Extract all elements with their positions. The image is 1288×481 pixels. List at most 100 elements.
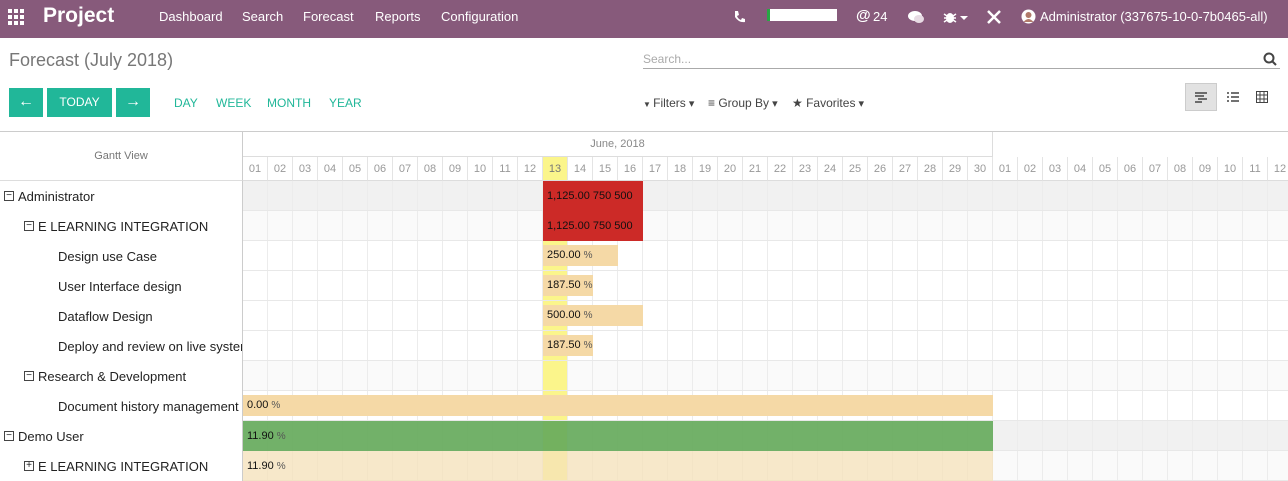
row-line: [0, 420, 1288, 421]
grid-line: [667, 181, 668, 481]
today-button[interactable]: TODAY: [47, 88, 112, 117]
search-icon[interactable]: [1263, 52, 1277, 66]
pivot-icon[interactable]: [1256, 91, 1268, 103]
day-header: 26: [868, 157, 893, 181]
grid-line: [1117, 181, 1118, 481]
menu-item[interactable]: Search: [242, 9, 284, 24]
row-label-cell: User Interface design: [0, 271, 243, 301]
search-placeholder[interactable]: Search...: [643, 52, 692, 66]
corner-cell: Gantt View: [0, 132, 243, 181]
option-label: Favorites: [806, 96, 856, 110]
grid-line: [942, 181, 943, 481]
grid-line: [1067, 181, 1068, 481]
avatar[interactable]: [1021, 9, 1036, 24]
gantt-bar[interactable]: 1,125.00 750 500: [543, 181, 643, 211]
row-band: [243, 211, 1288, 241]
scale-link[interactable]: WEEK: [216, 96, 252, 110]
grid-line: [442, 181, 443, 481]
bar-text: 500.00: [547, 309, 581, 321]
scale-link[interactable]: YEAR: [329, 96, 362, 110]
row-label: Deploy and review on live system: [58, 339, 243, 354]
search-option[interactable]: ▼ Filters ▾: [643, 96, 695, 110]
gantt-bar[interactable]: 250.00%: [543, 245, 618, 266]
day-header: 07: [393, 157, 418, 181]
grid-line: [1142, 181, 1143, 481]
menu-item[interactable]: Forecast: [303, 9, 354, 24]
expand-toggle[interactable]: +: [24, 461, 34, 471]
grid-line: [742, 181, 743, 481]
phone-icon[interactable]: [733, 10, 745, 24]
message-count[interactable]: 24: [873, 9, 888, 24]
menu-item[interactable]: Configuration: [441, 9, 519, 24]
day-header: 18: [668, 157, 693, 181]
row-label[interactable]: Administrator: [18, 189, 95, 204]
chat-icon[interactable]: [907, 10, 925, 24]
row-label[interactable]: Demo User: [18, 429, 84, 444]
grid-line: [817, 181, 818, 481]
grid-line: [792, 181, 793, 481]
row-line: [0, 270, 1288, 271]
gantt-bar[interactable]: 0.00%: [243, 395, 993, 416]
grid-line: [992, 181, 993, 481]
next-button[interactable]: →: [116, 88, 150, 117]
grid-line: [542, 181, 543, 481]
bar-text: 1,125.00 750 500: [547, 190, 633, 202]
grid-line: [592, 181, 593, 481]
grid-line: [1167, 181, 1168, 481]
prev-button[interactable]: ←: [9, 88, 43, 117]
day-header: 11: [1243, 157, 1268, 181]
menu-item[interactable]: Dashboard: [159, 9, 223, 24]
scale-link[interactable]: MONTH: [267, 96, 311, 110]
gantt-bar[interactable]: 500.00%: [543, 305, 643, 326]
day-header: 12: [518, 157, 543, 181]
row-label[interactable]: E LEARNING INTEGRATION: [38, 219, 209, 234]
day-header: 06: [368, 157, 393, 181]
apps-icon[interactable]: [8, 9, 24, 25]
row-label: Design use Case: [58, 249, 157, 264]
debug-icon[interactable]: [943, 9, 969, 25]
expand-toggle[interactable]: −: [4, 191, 14, 201]
search-option[interactable]: ★ Favorites ▾: [792, 96, 865, 110]
row-label[interactable]: Research & Development: [38, 369, 187, 384]
day-header: 05: [1093, 157, 1118, 181]
day-header: 17: [643, 157, 668, 181]
grid-line: [417, 181, 418, 481]
row-line: [0, 300, 1288, 301]
grid-line: [767, 181, 768, 481]
grid-line: [642, 181, 643, 481]
grid-line: [317, 181, 318, 481]
expand-toggle[interactable]: −: [24, 221, 34, 231]
bar-unit: %: [276, 461, 286, 472]
gantt-bar[interactable]: 187.50%: [543, 275, 593, 296]
day-header: 02: [268, 157, 293, 181]
row-label-cell: Document history management: [0, 391, 243, 421]
bar-text: 187.50: [547, 279, 581, 291]
expand-toggle[interactable]: −: [4, 431, 14, 441]
search-option[interactable]: ≡ Group By ▾: [708, 96, 778, 110]
search-underline: [643, 68, 1280, 69]
day-header: 10: [468, 157, 493, 181]
row-label: User Interface design: [58, 279, 182, 294]
day-header: 28: [918, 157, 943, 181]
gantt-bar[interactable]: 11.90%: [243, 421, 993, 451]
list-icon[interactable]: [1226, 91, 1240, 103]
day-header: 16: [618, 157, 643, 181]
view-gantt[interactable]: [1185, 83, 1217, 111]
row-label[interactable]: E LEARNING INTEGRATION: [38, 459, 209, 474]
user-name[interactable]: Administrator (337675-10-0-7b0465-all): [1040, 9, 1268, 24]
tools-icon[interactable]: [986, 9, 1002, 25]
menu-item[interactable]: Reports: [375, 9, 421, 24]
row-line: [0, 210, 1288, 211]
day-header: 06: [1118, 157, 1143, 181]
bar-unit: %: [276, 431, 286, 442]
gantt-bar[interactable]: 1,125.00 750 500: [543, 211, 643, 241]
expand-toggle[interactable]: −: [24, 371, 34, 381]
day-header: 02: [1018, 157, 1043, 181]
gantt-bar[interactable]: 187.50%: [543, 335, 593, 356]
grid-line: [467, 181, 468, 481]
scale-link[interactable]: DAY: [174, 96, 198, 110]
grid-line: [1217, 181, 1218, 481]
gantt-bar[interactable]: 11.90%: [243, 451, 993, 481]
row-line: [0, 330, 1288, 331]
